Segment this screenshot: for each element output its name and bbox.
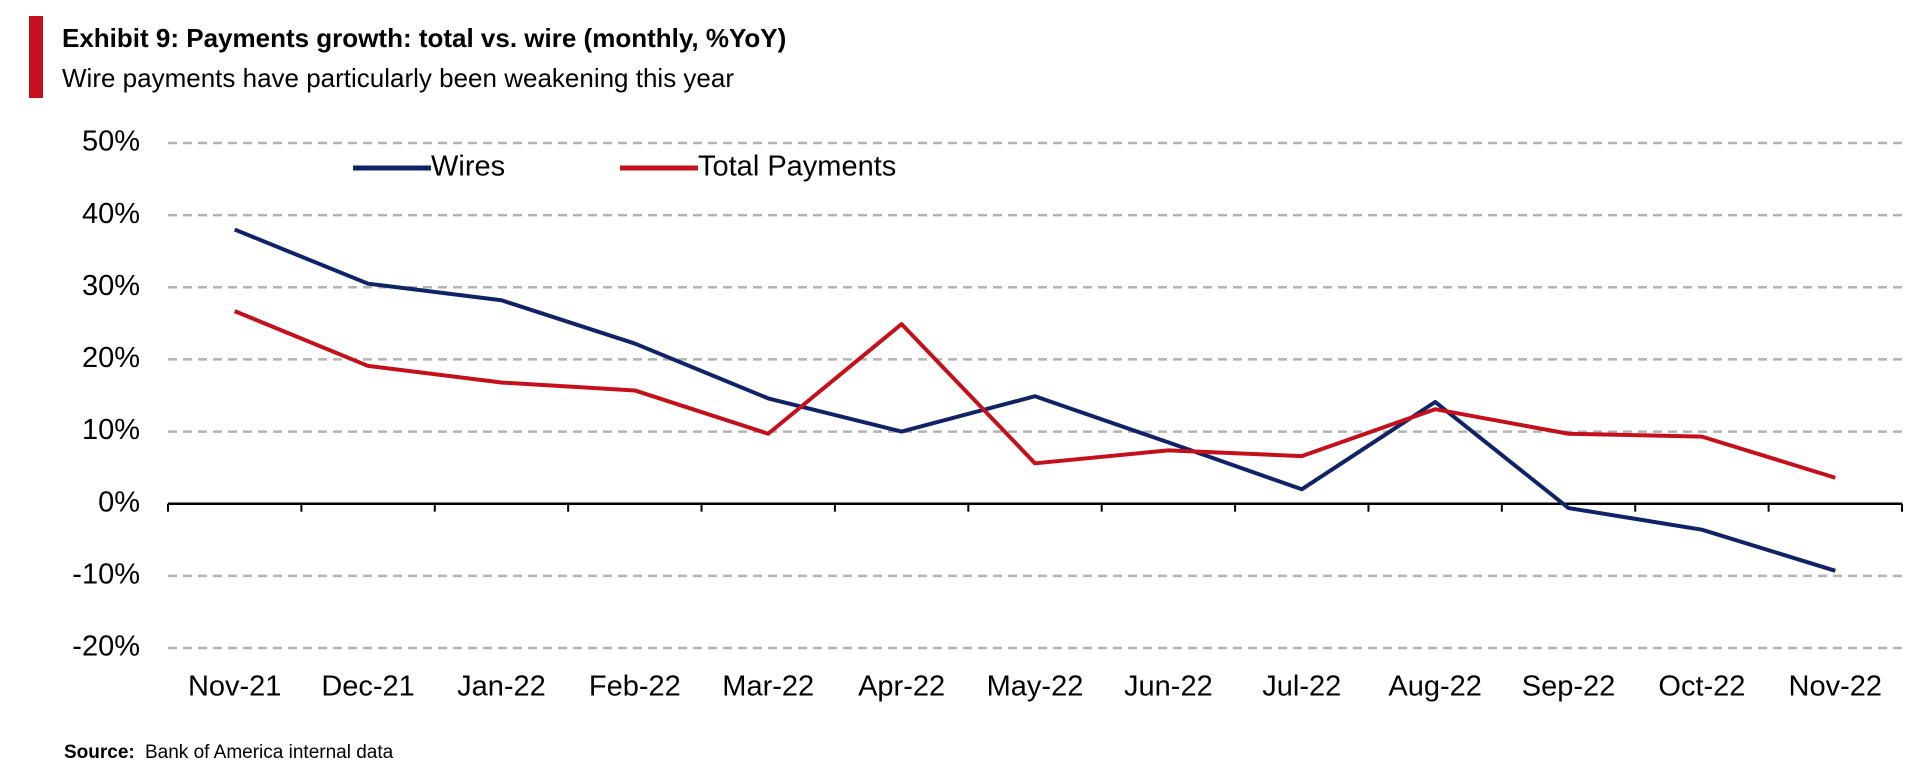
- y-tick-label: 50%: [82, 126, 140, 158]
- x-tick-label: May-22: [987, 671, 1084, 703]
- x-tick-label: Jun-22: [1124, 671, 1213, 703]
- x-tick-label: Sep-22: [1522, 671, 1616, 703]
- title-accent: [29, 16, 43, 98]
- chart-subtitle: Wire payments have particularly been wea…: [62, 63, 734, 93]
- y-tick-label: -20%: [72, 631, 140, 663]
- x-tick-label: Jan-22: [457, 671, 546, 703]
- legend-label: Wires: [431, 151, 505, 183]
- legend-label: Total Payments: [698, 151, 896, 183]
- x-tick-label: Mar-22: [722, 671, 814, 703]
- y-tick-label: 30%: [82, 270, 140, 302]
- x-tick-label: Aug-22: [1388, 671, 1482, 703]
- source-text: Bank of America internal data: [145, 742, 394, 763]
- y-tick-label: 0%: [98, 486, 140, 518]
- y-tick-label: 40%: [82, 198, 140, 230]
- x-tick-label: Nov-21: [188, 671, 282, 703]
- y-tick-label: 20%: [82, 342, 140, 374]
- chart-title: Exhibit 9: Payments growth: total vs. wi…: [62, 23, 786, 53]
- x-tick-label: Dec-21: [321, 671, 415, 703]
- x-tick-label: Nov-22: [1789, 671, 1883, 703]
- y-tick-label: -10%: [72, 559, 140, 591]
- x-tick-label: Jul-22: [1262, 671, 1341, 703]
- x-tick-label: Apr-22: [858, 671, 945, 703]
- y-tick-label: 10%: [82, 414, 140, 446]
- x-tick-label: Oct-22: [1658, 671, 1745, 703]
- source-label: Source:: [64, 742, 135, 763]
- x-tick-label: Feb-22: [589, 671, 681, 703]
- line-series: [233, 227, 1836, 573]
- line-series: [233, 309, 1836, 480]
